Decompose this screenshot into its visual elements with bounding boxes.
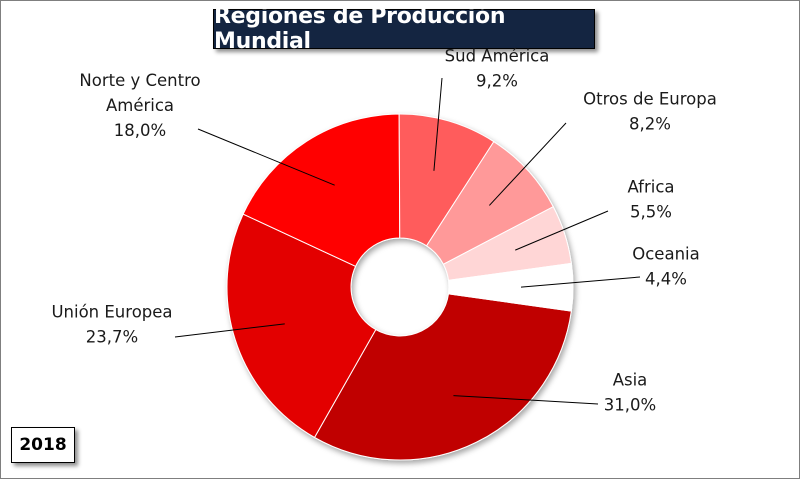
slice-asia (313, 293, 572, 461)
leader-line (488, 122, 567, 206)
leader-line (433, 77, 443, 171)
leader-line (515, 210, 609, 251)
slice-label: Norte y Centro América 18,0% (79, 71, 200, 140)
year-badge: 2018 (11, 427, 75, 463)
leader-line (174, 323, 285, 338)
slice-unión-europea (226, 213, 377, 439)
slice-label: Unión Europea 23,7% (51, 303, 172, 347)
slice-label: Africa 5,5% (627, 178, 674, 222)
slice-oceania (447, 262, 574, 312)
slice-label: Oceania 4,4% (632, 245, 699, 289)
slice-sud-américa (398, 113, 495, 247)
slice-label: Asia 31,0% (604, 371, 656, 415)
leader-line (520, 276, 641, 288)
slice-norte-y-centro-américa (242, 113, 401, 268)
slice-label: Otros de Europa 8,2% (583, 90, 717, 134)
leader-line (453, 395, 599, 405)
slice-label: Sud América 9,2% (445, 47, 550, 91)
leader-line (197, 128, 335, 186)
